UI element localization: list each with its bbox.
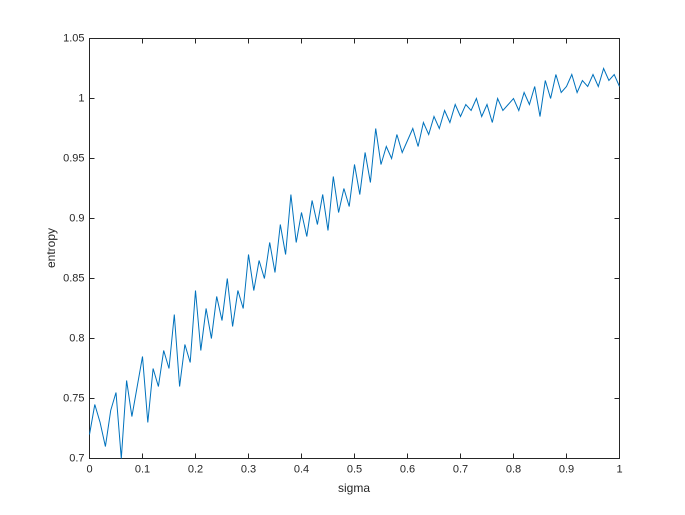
x-tick-label: 0.9 bbox=[559, 463, 574, 475]
data-line bbox=[89, 67, 620, 459]
x-tick-label: 0.1 bbox=[135, 463, 150, 475]
x-tick-label: 0.4 bbox=[294, 463, 309, 475]
x-tick-label: 0.8 bbox=[506, 463, 521, 475]
y-tick-label: 0.75 bbox=[63, 392, 84, 404]
y-tick-label: 0.9 bbox=[69, 212, 84, 224]
y-tick-label: 0.85 bbox=[63, 272, 84, 284]
x-tick-label: 0 bbox=[86, 463, 92, 475]
x-tick-label: 0.3 bbox=[241, 463, 256, 475]
x-tick-label: 0.6 bbox=[400, 463, 415, 475]
x-axis-label: sigma bbox=[338, 481, 370, 495]
y-axis-label: entropy bbox=[44, 228, 58, 268]
x-tick-label: 0.2 bbox=[188, 463, 203, 475]
y-tick-label: 1.05 bbox=[63, 32, 84, 44]
x-tick-label: 0.5 bbox=[347, 463, 362, 475]
x-tick-label: 1 bbox=[616, 463, 622, 475]
y-tick-label: 1 bbox=[78, 92, 84, 104]
x-tick-label: 0.7 bbox=[453, 463, 468, 475]
y-tick-label: 0.95 bbox=[63, 152, 84, 164]
y-tick-label: 0.7 bbox=[69, 452, 84, 464]
y-tick-label: 0.8 bbox=[69, 332, 84, 344]
